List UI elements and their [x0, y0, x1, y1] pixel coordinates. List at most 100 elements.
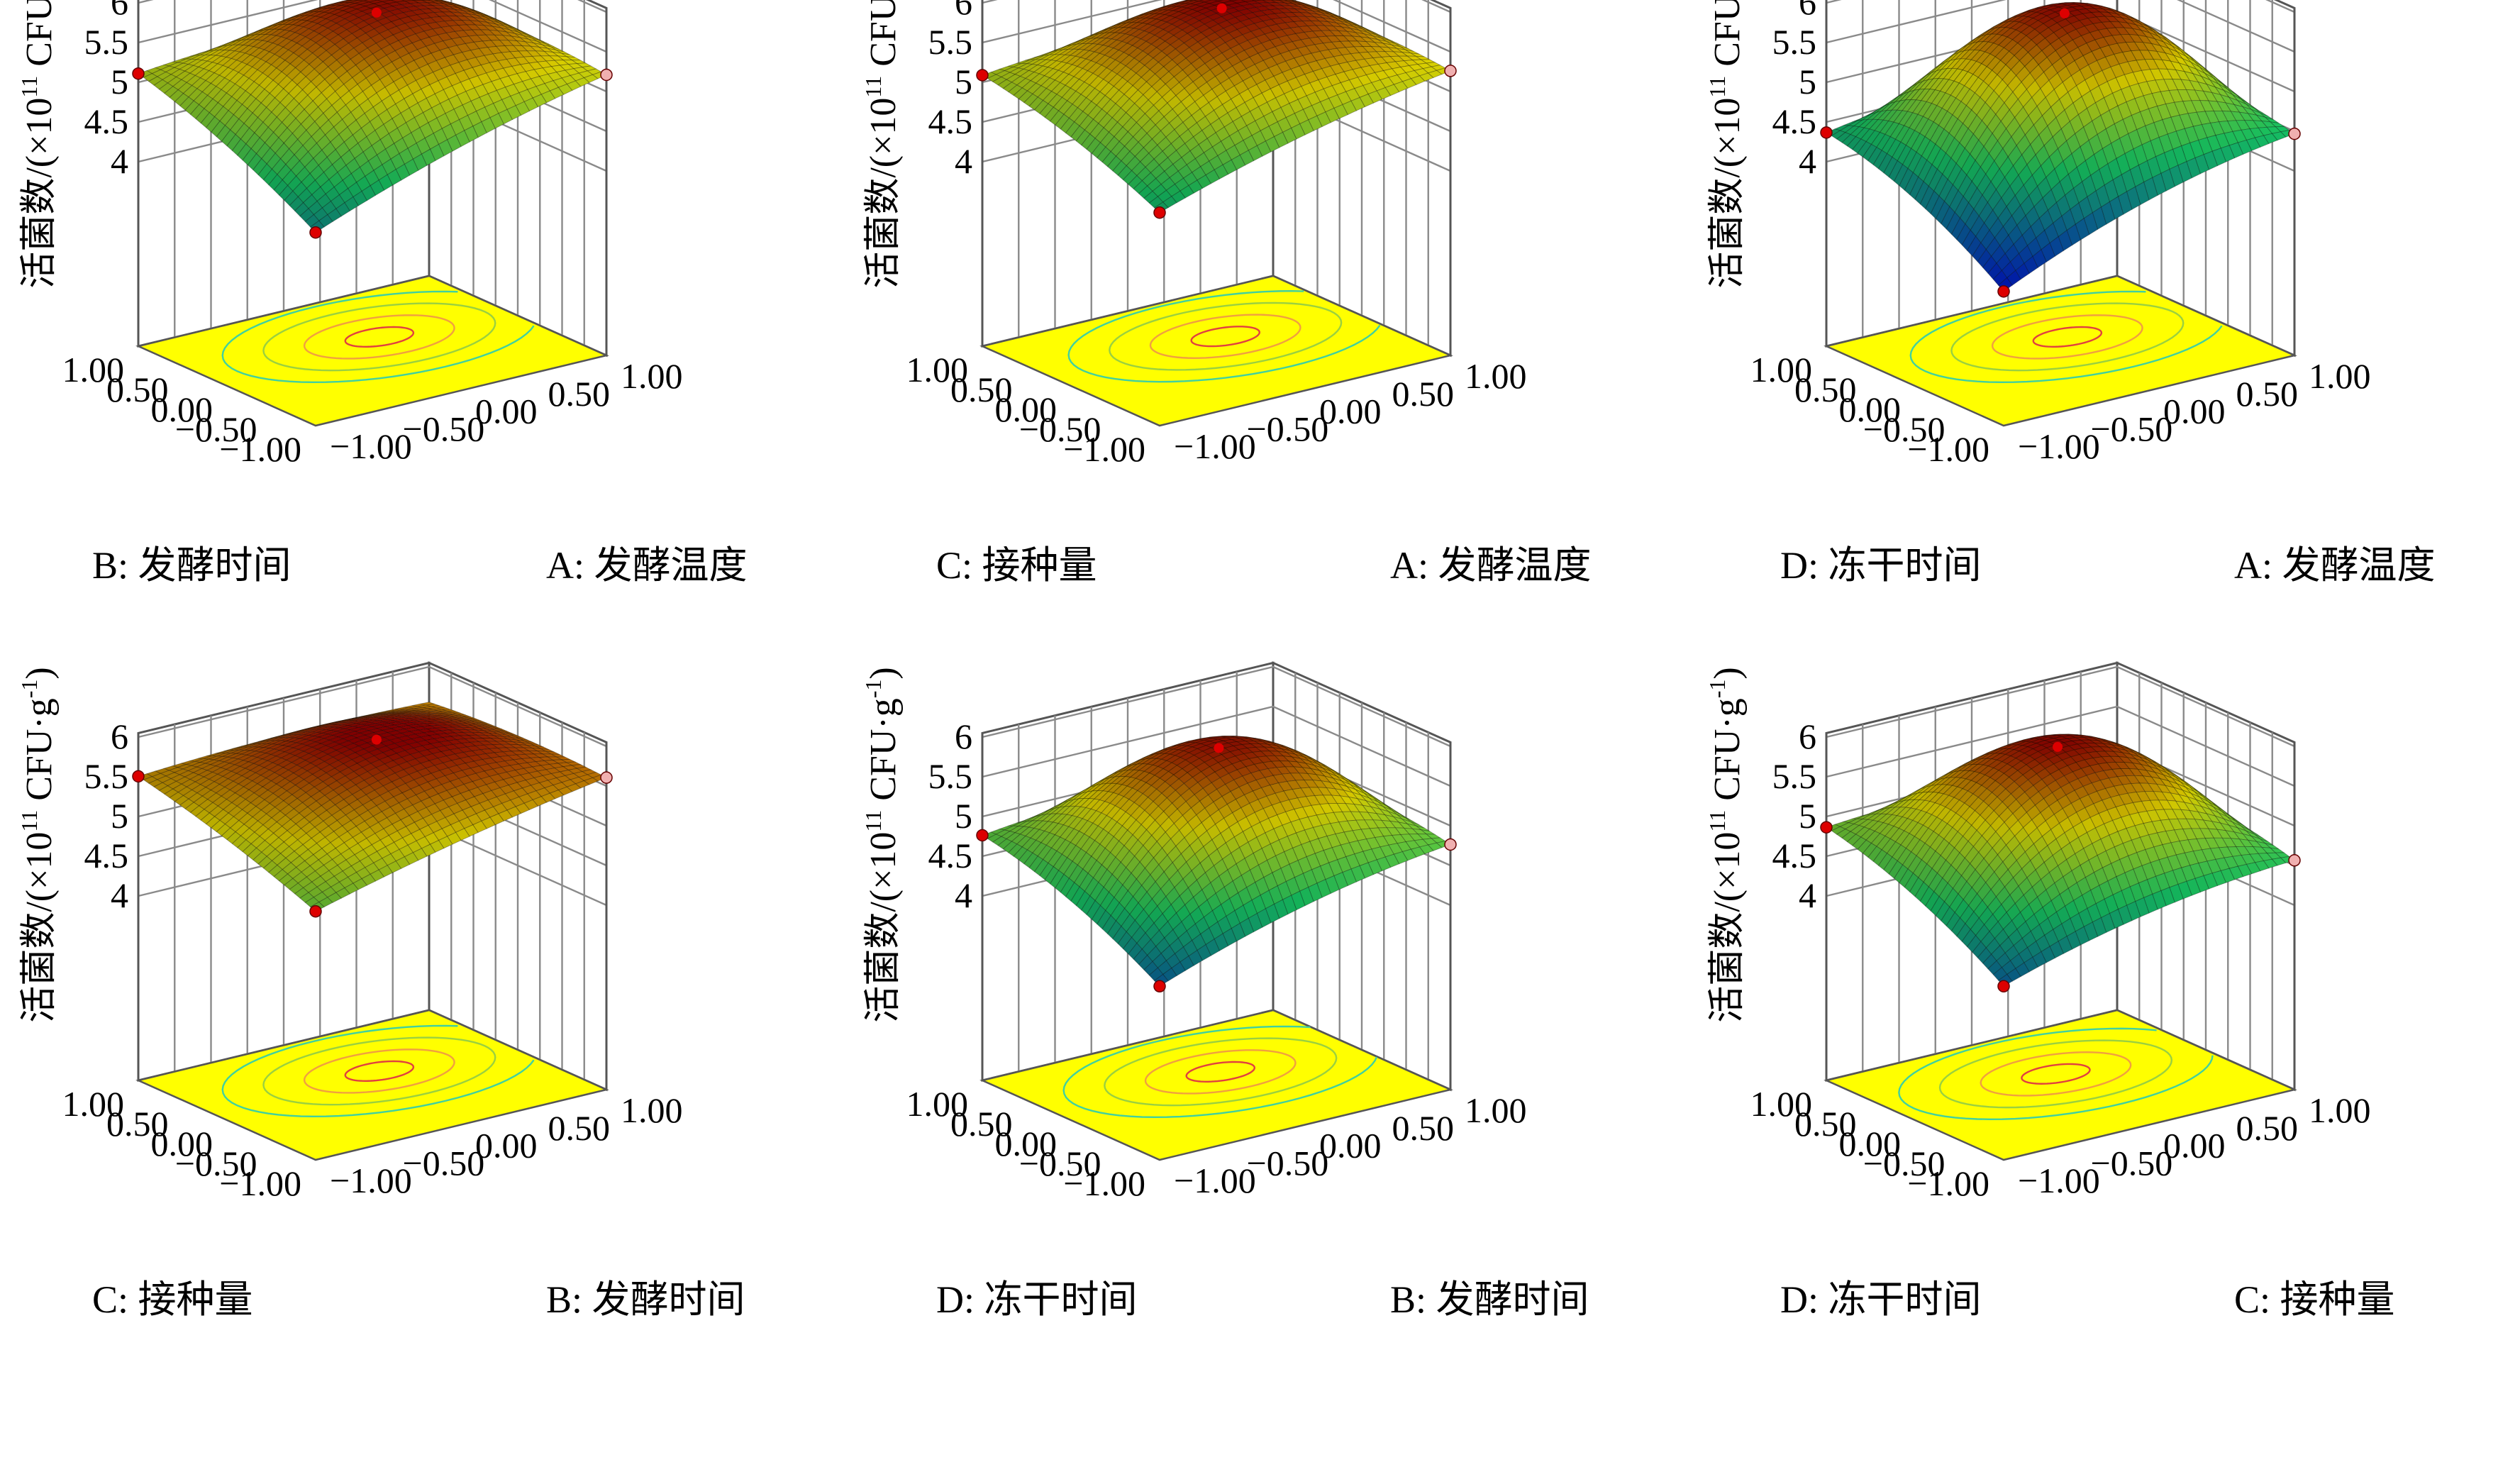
left-axis-tick-label: 1.00 [1750, 1084, 1813, 1124]
left-axis-tick-label: −0.50 [175, 409, 257, 449]
left-axis-tick-label: −1.00 [1063, 1163, 1145, 1203]
design-point [309, 226, 322, 239]
response-surface [981, 736, 1451, 987]
right-axis-tick-label: 1.00 [621, 1090, 683, 1130]
design-points [1820, 8, 2301, 298]
left-axis-tick-label: 0.50 [950, 1104, 1013, 1144]
design-point [2288, 854, 2301, 867]
z-tick-label: 4.5 [928, 101, 973, 141]
right-axis-tick-label: −1.00 [1174, 1161, 1256, 1200]
z-tick-label: 5.5 [1772, 756, 1817, 796]
design-point [1444, 838, 1457, 851]
z-tick-label: 4 [1799, 141, 1816, 181]
right-axis-ticks: −1.00−0.500.00 0.50 1.00 [1174, 1090, 1527, 1200]
z-axis-label: 活菌数/(×1011 CFU·g-1) [1704, 0, 1748, 289]
z-axis-ticks: 44.555.56 [84, 716, 129, 915]
center-point [1214, 743, 1224, 753]
left-axis-tick-label: −0.50 [1863, 409, 1945, 449]
right-axis-tick-label: −0.50 [403, 1143, 485, 1183]
right-axis-label: A: 发酵温度 [546, 544, 748, 587]
center-point [371, 734, 382, 745]
left-axis-tick-label: 0.00 [1839, 1124, 1902, 1163]
left-axis-tick-label: 1.00 [906, 1084, 969, 1124]
right-axis-ticks: −1.00−0.500.00 0.50 1.00 [1174, 356, 1527, 466]
right-axis-ticks: −1.00−0.500.00 0.50 1.00 [330, 356, 683, 466]
right-axis-tick-label: 0.50 [2236, 1108, 2299, 1148]
left-axis-label: D: 冻干时间 [1780, 1278, 1982, 1321]
left-axis-tick-label: 1.00 [62, 1084, 125, 1124]
left-axis-label: D: 冻干时间 [1780, 544, 1982, 587]
response-surface [1825, 734, 2295, 987]
contour-floor [1824, 275, 2297, 427]
right-axis-tick-label: 0.50 [1392, 374, 1455, 414]
right-axis-label: C: 接种量 [2234, 1278, 2395, 1321]
design-point [976, 69, 989, 82]
left-axis-ticks: −1.00−0.500.000.501.00 [62, 1084, 302, 1203]
z-axis-ticks: 44.555.56 [928, 716, 973, 915]
design-point [976, 829, 989, 842]
left-axis-tick-label: 0.50 [1794, 370, 1857, 409]
z-tick-label: 4.5 [84, 101, 129, 141]
z-tick-label: 5.5 [928, 756, 973, 796]
design-point [600, 68, 613, 82]
right-axis-tick-label: 0.50 [1392, 1108, 1455, 1148]
center-point [2059, 8, 2070, 18]
left-axis-tick-label: −1.00 [1907, 1163, 1989, 1203]
left-axis-tick-label: −1.00 [1907, 429, 1989, 469]
left-axis-tick-label: 0.00 [995, 389, 1058, 429]
contour-floor [1824, 1009, 2297, 1161]
left-axis-tick-label: 1.00 [906, 350, 969, 389]
design-point [132, 770, 145, 783]
right-axis-tick-label: 1.00 [2309, 356, 2371, 396]
left-axis-ticks: −1.00−0.500.000.501.00 [62, 350, 302, 469]
design-points [976, 3, 1457, 219]
z-axis-label: 活菌数/(×1011 CFU·g-1) [1704, 667, 1748, 1022]
left-axis-tick-label: −0.50 [1863, 1144, 1945, 1183]
right-axis-tick-label: 0.50 [2236, 374, 2299, 414]
right-axis-tick-label: 0.00 [475, 1126, 538, 1166]
design-points [1820, 741, 2301, 992]
contour-floor [135, 1009, 609, 1161]
response-surface [1826, 1, 2295, 292]
design-point [1997, 980, 2010, 992]
left-axis-tick-label: −1.00 [219, 429, 301, 469]
left-axis-tick-label: 0.00 [995, 1124, 1058, 1163]
left-axis-tick-label: 0.00 [1839, 389, 1902, 429]
z-tick-label: 6 [1799, 716, 1816, 756]
left-axis-tick-label: 0.00 [151, 1124, 213, 1163]
right-axis-tick-label: 1.00 [2309, 1090, 2371, 1130]
right-axis-tick-label: 0.00 [1319, 1126, 1382, 1166]
right-axis-tick-label: 0.50 [548, 374, 611, 414]
right-axis-tick-label: −0.50 [1247, 1143, 1329, 1183]
z-tick-label: 5.5 [84, 756, 129, 796]
right-axis-tick-label: 0.00 [2163, 1126, 2226, 1166]
left-axis-ticks: −1.00−0.500.000.501.00 [906, 1084, 1146, 1203]
response-surface [138, 0, 607, 233]
z-tick-label: 4 [955, 141, 972, 181]
z-tick-label: 5 [111, 796, 128, 836]
left-axis-tick-label: 0.50 [950, 370, 1013, 409]
z-tick-label: 5 [1799, 62, 1816, 101]
left-axis-tick-label: −0.50 [1019, 1144, 1101, 1183]
z-tick-label: 4.5 [84, 836, 129, 875]
center-point [1216, 3, 1227, 13]
design-point [1153, 206, 1166, 219]
right-axis-tick-label: −1.00 [1174, 426, 1256, 466]
contour-floor [135, 275, 609, 427]
z-tick-label: 6 [111, 716, 128, 756]
left-axis-tick-label: 0.00 [151, 389, 213, 429]
design-points [976, 743, 1457, 993]
right-axis-tick-label: −1.00 [330, 426, 412, 466]
left-axis-ticks: −1.00−0.500.000.501.00 [906, 350, 1146, 469]
design-point [600, 771, 613, 784]
left-axis-tick-label: −0.50 [1019, 409, 1101, 449]
right-axis-tick-label: 0.00 [1319, 392, 1382, 431]
right-axis-label: A: 发酵温度 [1390, 544, 1592, 587]
right-axis-tick-label: −0.50 [2091, 409, 2173, 448]
left-axis-tick-label: 1.00 [1750, 350, 1813, 389]
